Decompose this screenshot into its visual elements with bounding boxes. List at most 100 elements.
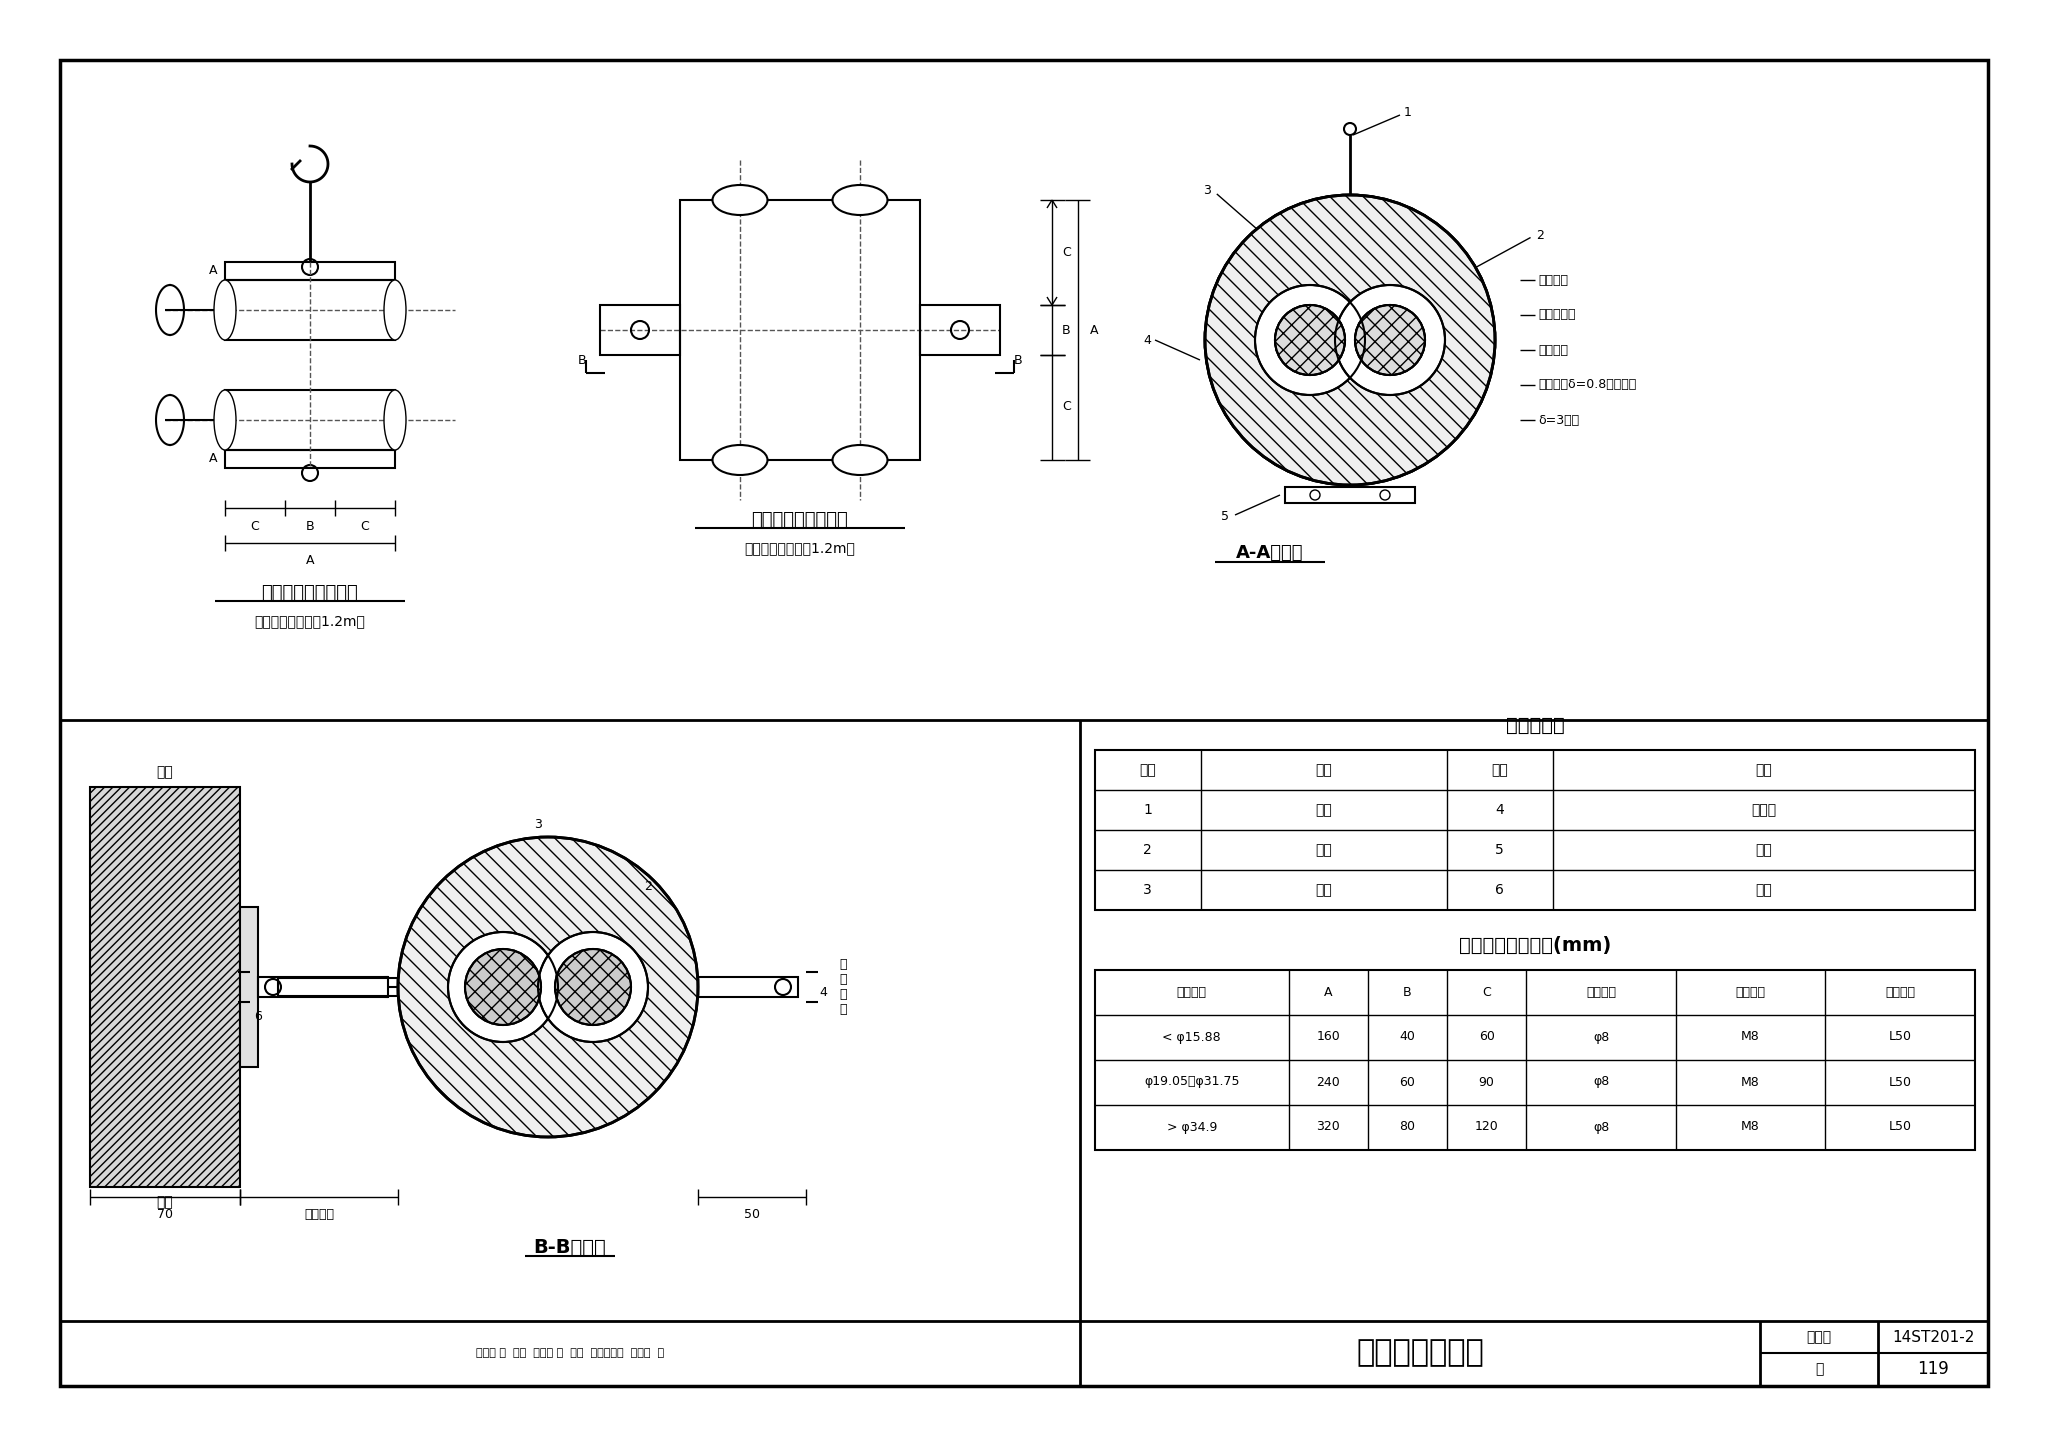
Text: （支架间距不大于1.2m）: （支架间距不大于1.2m） [745,541,856,555]
Text: 名称: 名称 [1755,763,1772,777]
Text: 审核赵 辰  弘辰  校对刘 森  刘淼  设计严赛斌  严赛斌  页: 审核赵 辰 弘辰 校对刘 森 刘淼 设计严赛斌 严赛斌 页 [475,1348,664,1358]
Bar [680,200,920,460]
Text: 螺
栓
距
离: 螺 栓 距 离 [840,959,846,1017]
Circle shape [1335,285,1446,395]
Text: L50: L50 [1888,1076,1911,1089]
Text: 名称: 名称 [1315,763,1331,777]
Text: 4: 4 [1495,803,1503,817]
Text: 80: 80 [1399,1121,1415,1134]
Bar [920,305,999,356]
Text: 实际距离: 实际距离 [303,1209,334,1222]
Text: 吊杆规格: 吊杆规格 [1585,986,1616,999]
Bar [279,977,397,996]
Text: 70: 70 [158,1209,172,1222]
Text: 编号: 编号 [1139,763,1157,777]
Text: 5: 5 [1221,510,1229,523]
Text: C: C [250,519,260,532]
Text: 液侧: 液侧 [1315,884,1331,897]
Text: 60: 60 [1479,1031,1495,1044]
Ellipse shape [385,390,406,450]
Text: 5: 5 [1495,843,1503,857]
Text: C: C [1483,986,1491,999]
Text: δ=3管卡: δ=3管卡 [1538,414,1579,427]
Text: B: B [1403,986,1411,999]
Ellipse shape [831,185,887,215]
Bar [90,787,240,1187]
Ellipse shape [385,281,406,340]
Text: 6: 6 [1495,884,1503,897]
Bar [600,305,680,356]
Circle shape [465,949,541,1025]
Text: B: B [578,353,586,366]
Text: 240: 240 [1317,1076,1339,1089]
Text: 双面油漆δ=0.8镀锌钢板: 双面油漆δ=0.8镀锌钢板 [1538,379,1636,392]
Text: B: B [305,519,313,532]
Text: φ8: φ8 [1593,1121,1610,1134]
Text: 制冷剂管道安装: 制冷剂管道安装 [1356,1339,1485,1368]
Text: 160: 160 [1317,1031,1339,1044]
Text: 防水材料: 防水材料 [1538,344,1569,357]
Circle shape [1255,285,1366,395]
Text: > φ34.9: > φ34.9 [1167,1121,1217,1134]
Bar [258,977,387,996]
Text: 14ST201-2: 14ST201-2 [1892,1329,1974,1345]
Text: A: A [305,554,313,567]
Ellipse shape [713,445,768,474]
Text: 120: 120 [1475,1121,1499,1134]
Text: 名称对照表: 名称对照表 [1505,716,1565,735]
Text: φ19.05～φ31.75: φ19.05～φ31.75 [1145,1076,1239,1089]
Text: 4: 4 [819,986,827,999]
Text: C: C [360,519,369,532]
Bar [1096,970,1974,1150]
Text: 角钢规格: 角钢规格 [1886,986,1915,999]
Text: B-B剖面图: B-B剖面图 [535,1238,606,1257]
Bar [225,262,395,281]
Bar [225,450,395,469]
Text: （吊架间距不大于1.2m）: （吊架间距不大于1.2m） [254,615,365,628]
Text: 制冷剂管吊架安装图: 制冷剂管吊架安装图 [262,584,358,602]
Text: 2: 2 [1143,843,1153,857]
Text: 气侧: 气侧 [1315,843,1331,857]
Text: 墙面: 墙面 [156,765,174,779]
Circle shape [1276,305,1346,375]
Text: M8: M8 [1741,1076,1759,1089]
Bar [1284,487,1415,503]
Text: 1: 1 [1405,107,1411,120]
Ellipse shape [831,445,887,474]
Text: 制冷剂管支架安装图: 制冷剂管支架安装图 [752,510,848,529]
Text: L50: L50 [1888,1031,1911,1044]
Text: 螺栓规格: 螺栓规格 [1735,986,1765,999]
Bar [225,281,395,340]
Text: 墙体: 墙体 [156,1194,174,1209]
Ellipse shape [713,185,768,215]
Text: 40: 40 [1399,1031,1415,1044]
Text: 3: 3 [535,818,543,831]
Text: A: A [209,265,217,278]
Bar [225,390,395,450]
Text: 通讯线: 通讯线 [1751,803,1776,817]
Text: 编号: 编号 [1491,763,1507,777]
Text: 6: 6 [254,1011,262,1024]
Text: 保温材料: 保温材料 [1538,273,1569,286]
Text: 3: 3 [1202,185,1210,198]
Bar [240,907,258,1067]
Text: M8: M8 [1741,1121,1759,1134]
Bar [1096,750,1974,910]
Text: < φ15.88: < φ15.88 [1163,1031,1221,1044]
Text: M8: M8 [1741,1031,1759,1044]
Text: L50: L50 [1888,1121,1911,1134]
Text: A-A剖面图: A-A剖面图 [1237,544,1305,562]
Text: A: A [1323,986,1333,999]
Text: φ8: φ8 [1593,1076,1610,1089]
Text: 60: 60 [1399,1076,1415,1089]
Ellipse shape [213,390,236,450]
Text: 表面包扎带: 表面包扎带 [1538,308,1575,321]
Text: 50: 50 [743,1209,760,1222]
Text: 1: 1 [1143,803,1153,817]
Circle shape [1276,305,1346,375]
Text: 90: 90 [1479,1076,1495,1089]
Circle shape [555,949,631,1025]
Text: φ8: φ8 [1593,1031,1610,1044]
Text: 2: 2 [643,881,651,894]
Text: C: C [1063,246,1071,259]
